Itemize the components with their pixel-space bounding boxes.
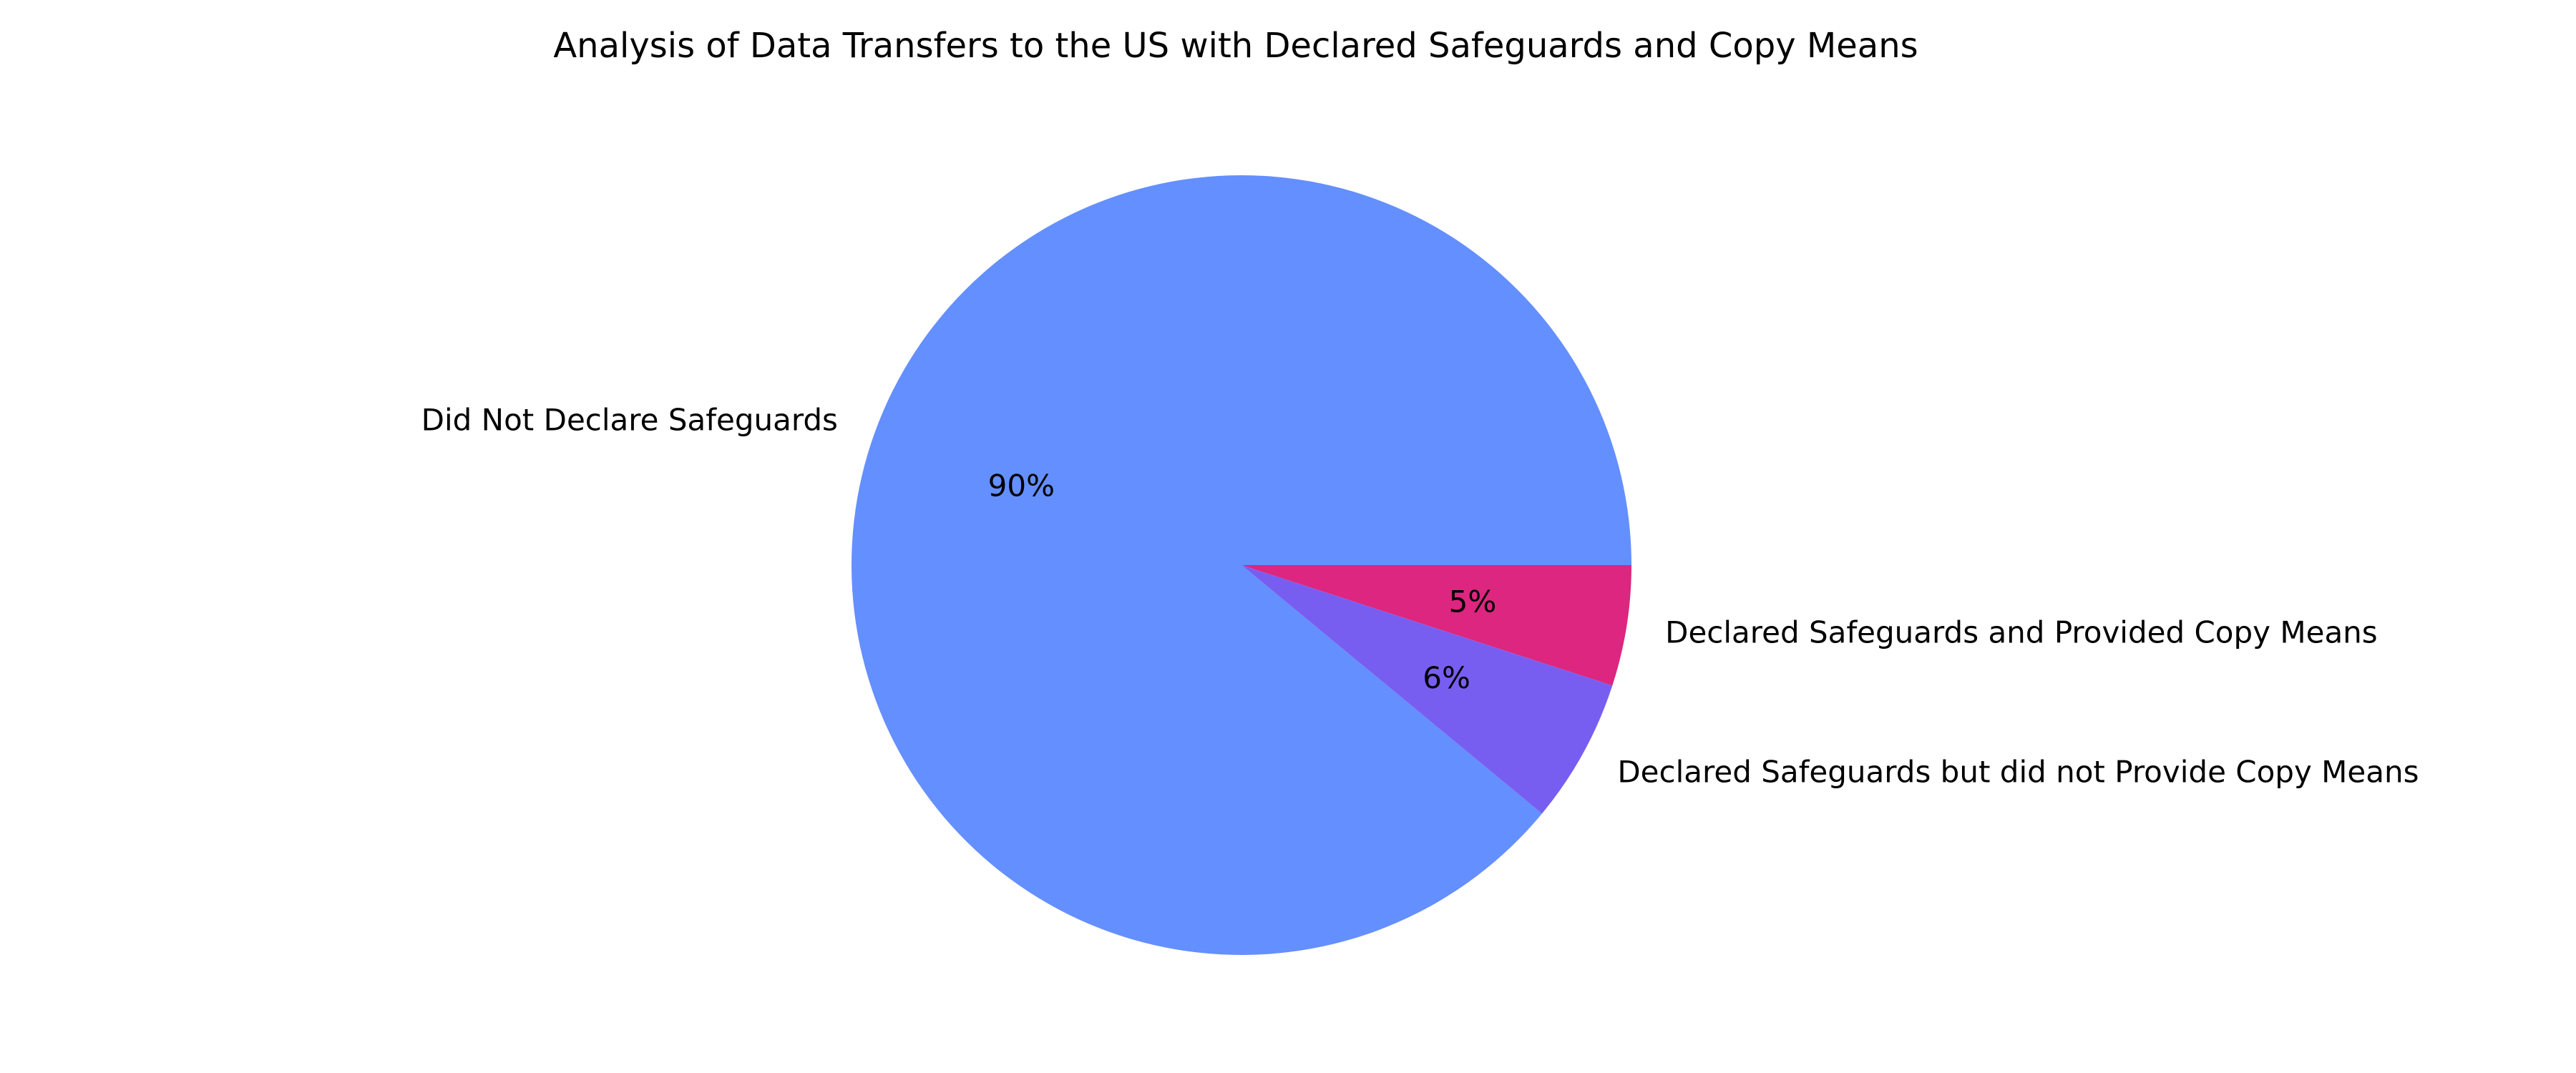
- slice-percentage-label: 90%: [988, 469, 1055, 504]
- chart-title: Analysis of Data Transfers to the US wit…: [553, 26, 1918, 66]
- slice-category-label: Did Not Declare Safeguards: [421, 402, 838, 437]
- slice-labels: Declared Safeguards and Provided Copy Me…: [421, 402, 2419, 789]
- slice-category-label: Declared Safeguards and Provided Copy Me…: [1665, 614, 2378, 650]
- percentage-labels: 5% 6% 90%: [988, 469, 1497, 695]
- pie-slice: [852, 175, 1631, 956]
- pie-slice: [1241, 565, 1631, 686]
- pie-slice: [1241, 565, 1613, 814]
- pie-slices: [852, 175, 1631, 956]
- slice-percentage-label: 6%: [1423, 660, 1470, 695]
- slice-percentage-label: 5%: [1449, 584, 1497, 619]
- slice-category-label: Declared Safeguards but did not Provide …: [1617, 754, 2419, 789]
